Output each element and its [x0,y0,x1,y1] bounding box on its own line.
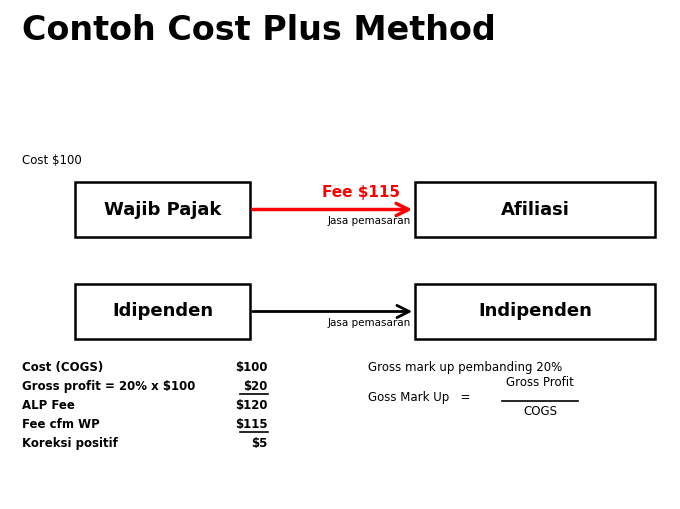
Text: ALP Fee: ALP Fee [22,399,75,412]
FancyBboxPatch shape [75,284,250,339]
Text: COGS: COGS [523,405,557,418]
Text: Cost (COGS): Cost (COGS) [22,361,103,374]
Text: Jasa pemasaran: Jasa pemasaran [328,215,411,225]
Text: Goss Mark Up   =: Goss Mark Up = [368,391,471,404]
Text: Contoh Cost Plus Method: Contoh Cost Plus Method [22,14,496,47]
FancyBboxPatch shape [75,182,250,237]
Text: Koreksi positif: Koreksi positif [22,437,118,450]
Text: $20: $20 [243,380,268,393]
Text: Cost $100: Cost $100 [22,154,82,167]
Text: Idipenden: Idipenden [112,302,213,321]
Text: Wajib Pajak: Wajib Pajak [104,201,221,218]
Text: Fee $115: Fee $115 [322,184,401,200]
Text: Gross profit = 20% x $100: Gross profit = 20% x $100 [22,380,195,393]
Text: Gross Profit: Gross Profit [506,376,574,389]
Text: $100: $100 [235,361,268,374]
Text: $115: $115 [235,418,268,431]
Text: Gross mark up pembanding 20%: Gross mark up pembanding 20% [368,361,562,374]
Text: $5: $5 [252,437,268,450]
Text: $120: $120 [235,399,268,412]
Text: Afiliasi: Afiliasi [500,201,569,218]
Text: Fee cfm WP: Fee cfm WP [22,418,100,431]
FancyBboxPatch shape [415,284,655,339]
FancyBboxPatch shape [415,182,655,237]
Text: Indipenden: Indipenden [478,302,592,321]
Text: Jasa pemasaran: Jasa pemasaran [328,318,411,327]
